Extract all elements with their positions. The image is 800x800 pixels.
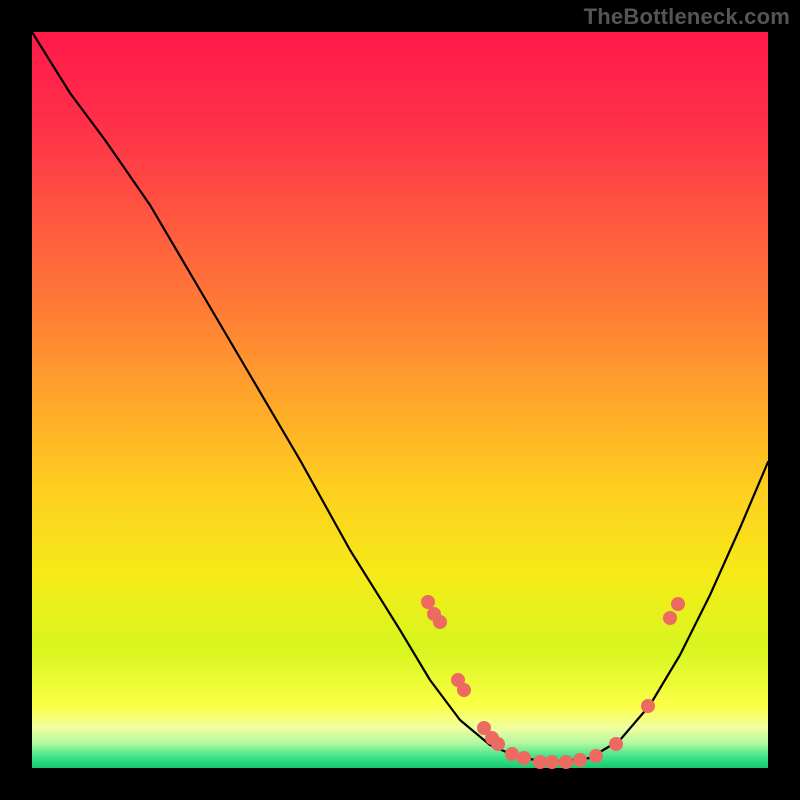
watermark-text: TheBottleneck.com xyxy=(584,4,790,30)
marker-point xyxy=(422,596,435,609)
marker-point xyxy=(574,754,587,767)
marker-point xyxy=(534,756,547,769)
chart-svg xyxy=(0,0,800,800)
chart-stage: TheBottleneck.com xyxy=(0,0,800,800)
marker-point xyxy=(458,684,471,697)
marker-point xyxy=(546,756,559,769)
marker-point xyxy=(610,738,623,751)
plot-area xyxy=(32,32,768,768)
marker-point xyxy=(672,598,685,611)
marker-point xyxy=(642,700,655,713)
marker-point xyxy=(590,750,603,763)
marker-point xyxy=(560,756,573,769)
marker-point xyxy=(506,748,519,761)
marker-point xyxy=(492,738,505,751)
marker-point xyxy=(434,616,447,629)
marker-point xyxy=(518,752,531,765)
marker-point xyxy=(664,612,677,625)
